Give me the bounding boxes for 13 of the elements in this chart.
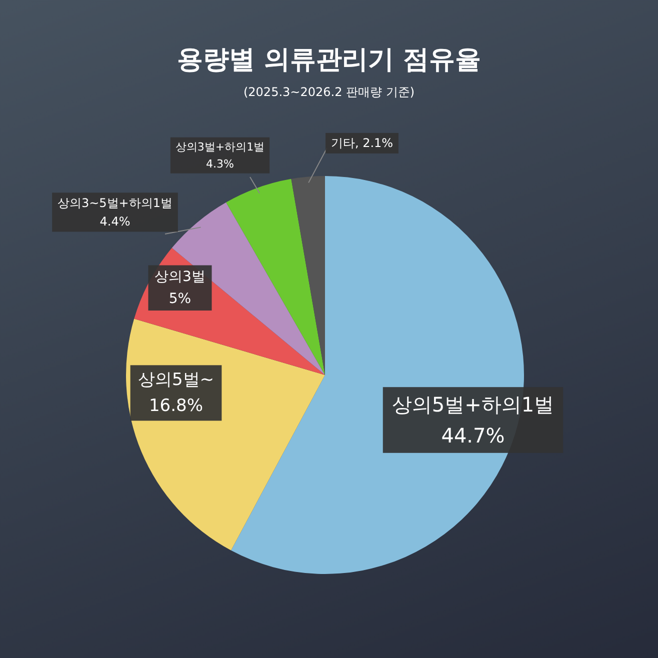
slice-label: 상의5벌~ xyxy=(138,370,214,390)
chart-title: 용량별 의류관리기 점유율 xyxy=(176,45,482,75)
slice-label: 상의3벌 xyxy=(154,269,206,286)
data-label: 4.3% xyxy=(206,157,234,170)
chart-subtitle: (2025.3~2026.2 판매량 기준) xyxy=(243,85,415,99)
slice-label: 기타, 2.1% xyxy=(330,136,394,150)
data-label: 16.8% xyxy=(148,396,204,416)
slice-label: 상의3벌+하의1벌 xyxy=(175,140,265,154)
data-label: 5% xyxy=(168,290,192,307)
data-label: 4.4% xyxy=(100,214,130,228)
slice-label: 상의5벌+하의1벌 xyxy=(392,392,554,416)
data-label: 44.7% xyxy=(441,424,505,448)
slice-label: 상의3~5벌+하의1벌 xyxy=(57,196,173,210)
